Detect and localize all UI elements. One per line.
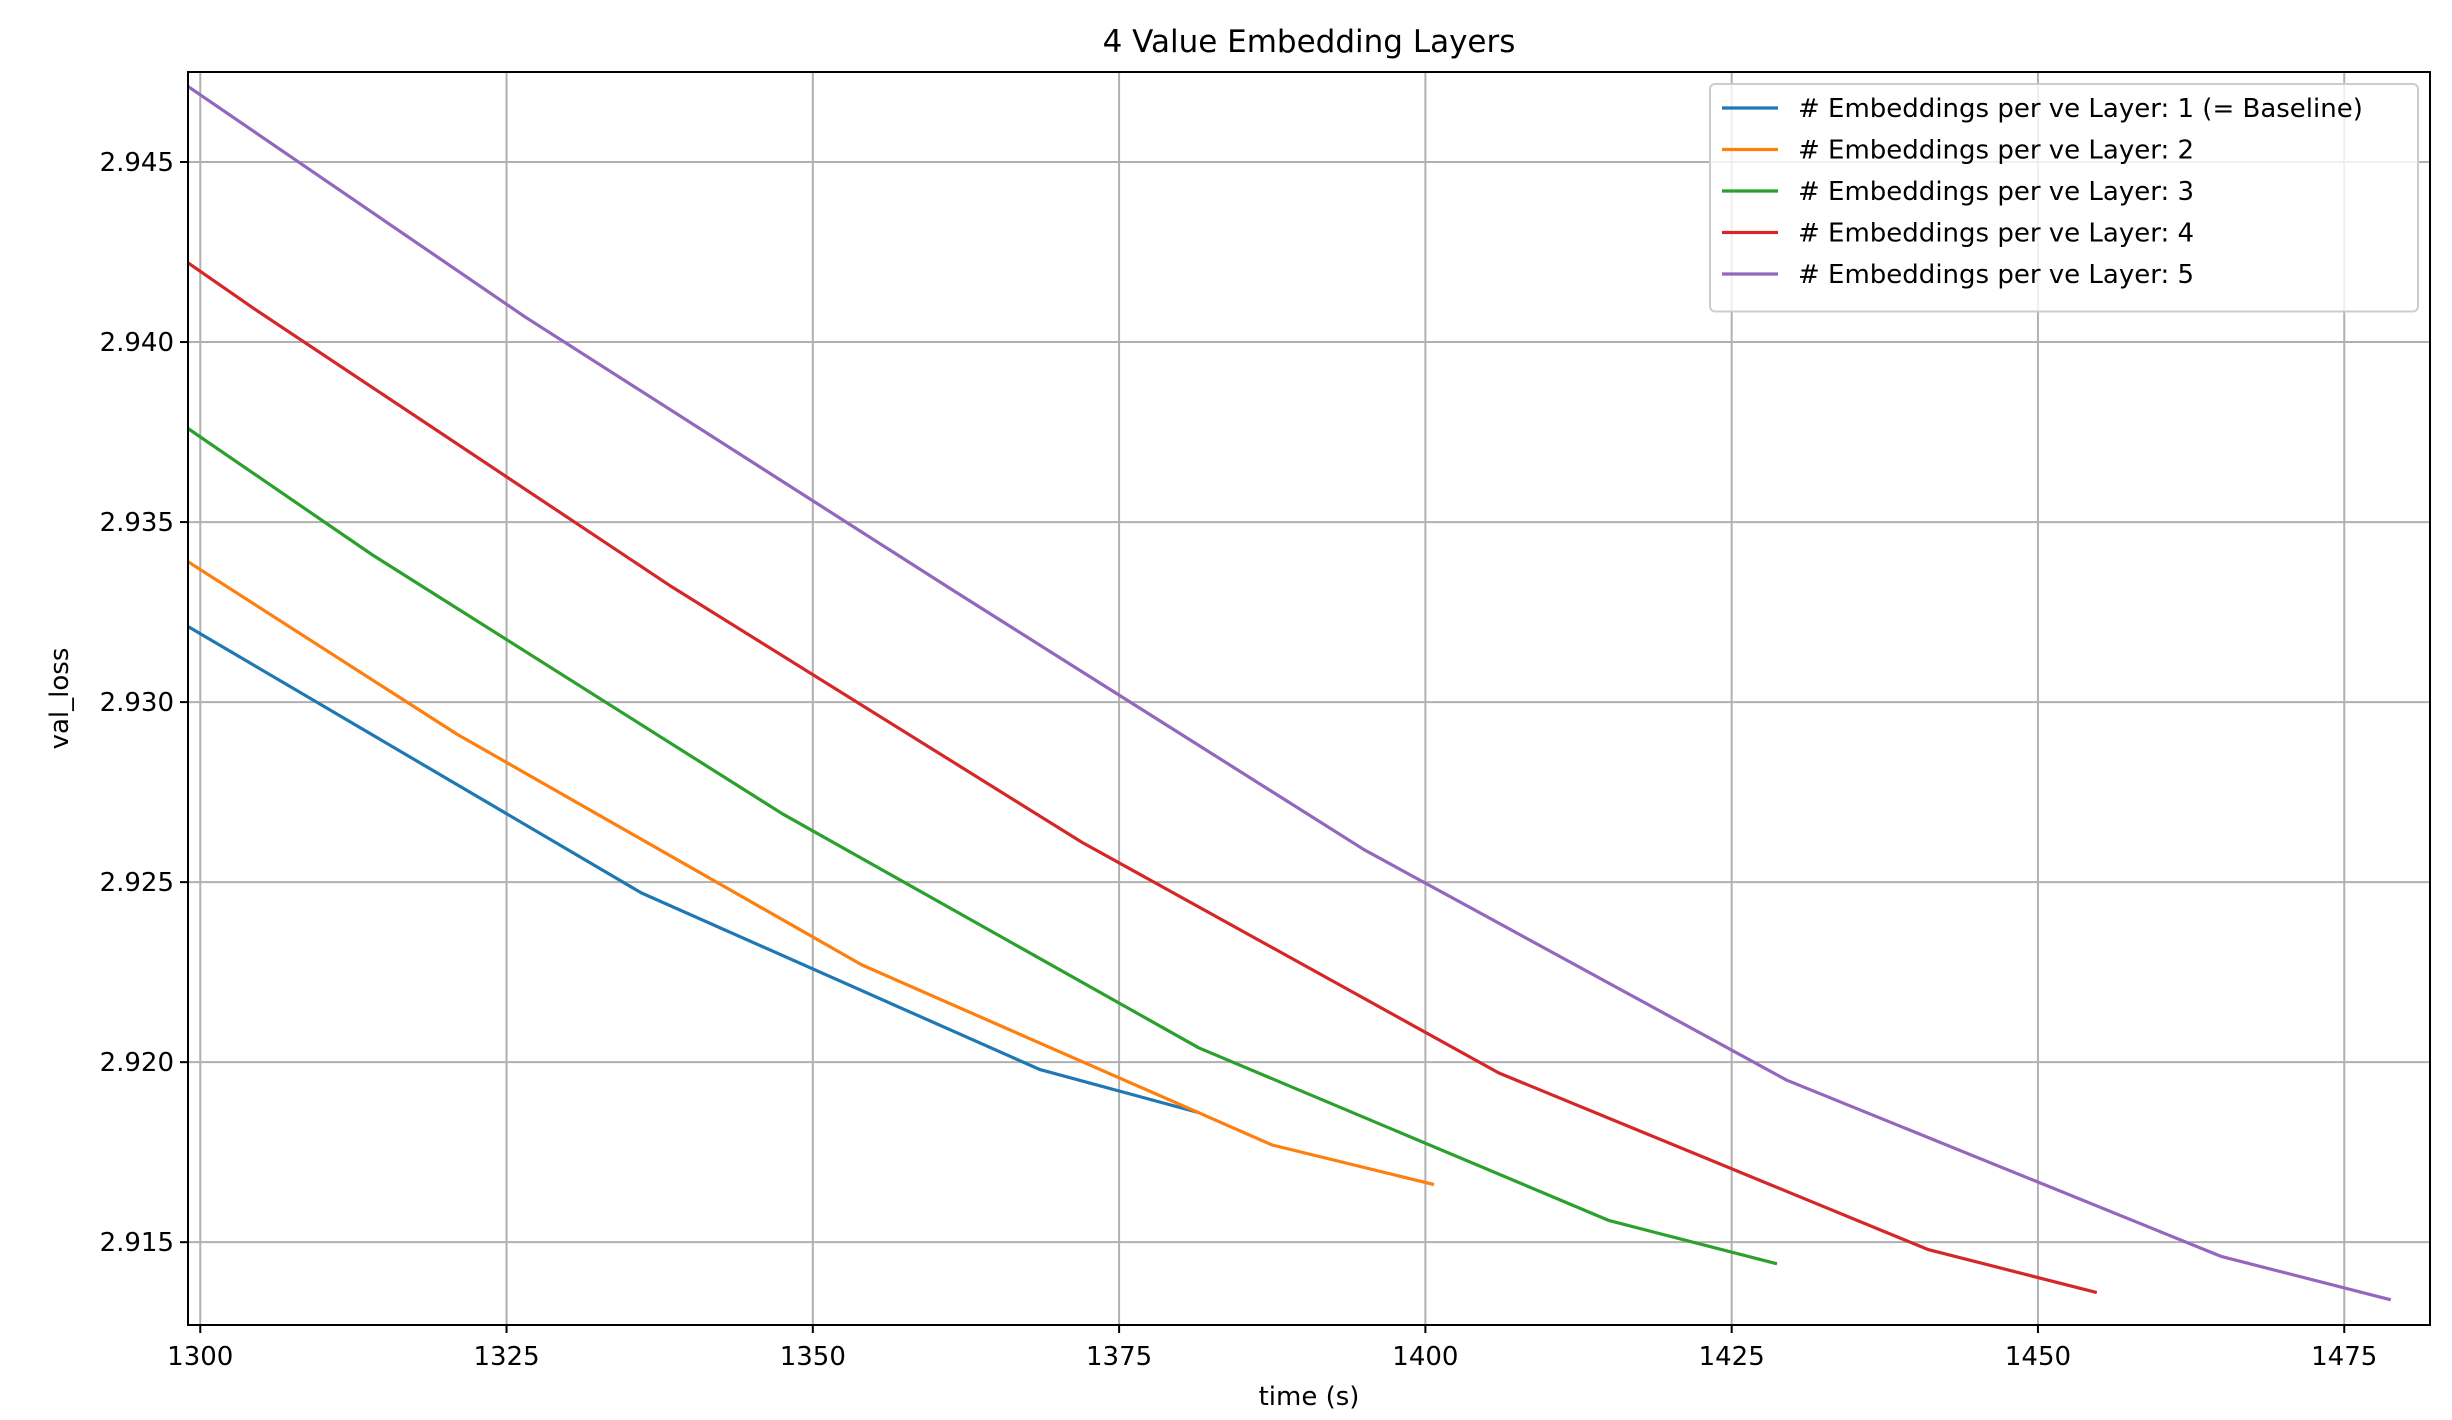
y-tick-label: 2.940: [100, 328, 174, 358]
x-tick-label: 1325: [473, 1342, 539, 1372]
y-axis-label: val_loss: [45, 648, 75, 750]
series-line-4: [187, 261, 2098, 1295]
x-tick-label: 1400: [1392, 1342, 1458, 1372]
series-line-5: [187, 85, 2392, 1302]
x-tick-label: 1475: [2311, 1342, 2377, 1372]
chart-title: 4 Value Embedding Layers: [1103, 24, 1516, 60]
series-line-2: [187, 560, 1435, 1187]
legend-label-1: # Embeddings per ve Layer: 1 (= Baseline…: [1798, 94, 2363, 124]
y-tick-label: 2.935: [100, 508, 174, 538]
legend-label-2: # Embeddings per ve Layer: 2: [1798, 136, 2194, 166]
x-tick-label: 1350: [780, 1342, 846, 1372]
legend: # Embeddings per ve Layer: 1 (= Baseline…: [1709, 83, 2419, 313]
y-tick-label: 2.930: [100, 688, 174, 718]
plot-frame: [187, 71, 2431, 1326]
legend-label-3: # Embeddings per ve Layer: 3: [1798, 177, 2194, 207]
x-tick-label: 1375: [1086, 1342, 1152, 1372]
series-line-1: [187, 625, 1200, 1115]
legend-label-5: # Embeddings per ve Layer: 5: [1798, 260, 2194, 290]
series-lines: [187, 85, 2392, 1302]
x-tick-label: 1450: [2005, 1342, 2071, 1372]
series-line-3: [187, 427, 1778, 1266]
x-tick-label: 1300: [167, 1342, 233, 1372]
legend-label-4: # Embeddings per ve Layer: 4: [1798, 219, 2194, 249]
axis-ticks: 1300 1325 1350 1375 1400 1425 1450 1475 2.915 2.9…: [100, 148, 2378, 1372]
y-tick-label: 2.920: [100, 1048, 174, 1078]
y-tick-label: 2.925: [100, 868, 174, 898]
x-tick-label: 1425: [1699, 1342, 1765, 1372]
y-tick-label: 2.945: [100, 148, 174, 178]
x-axis-label: time (s): [1259, 1382, 1360, 1412]
legend-frame: [1709, 83, 2419, 313]
y-tick-label: 2.915: [100, 1228, 174, 1258]
